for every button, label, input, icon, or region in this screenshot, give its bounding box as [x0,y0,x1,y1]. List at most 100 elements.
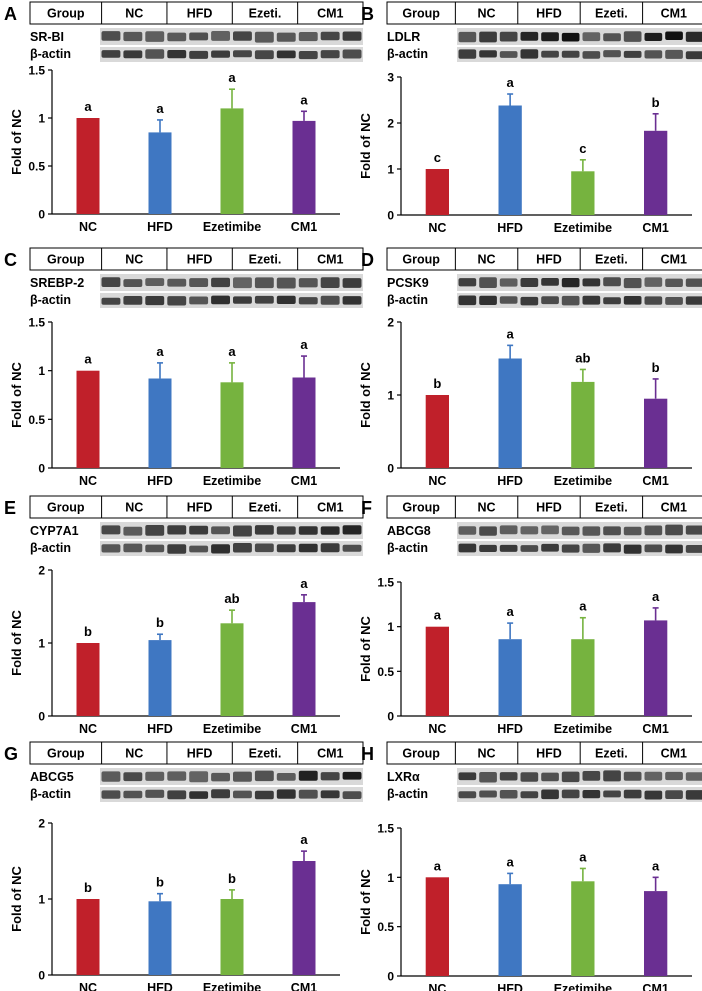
y-tick-label: 1 [38,364,45,378]
significance-letter: a [507,326,515,341]
actin-blot-band [458,791,477,799]
group-header-cell: Ezeti. [249,501,282,515]
significance-letter: a [507,854,515,869]
group-header-cell: CM1 [317,747,343,761]
group-header-table: Group NC HFD Ezeti. CM1 [386,495,702,519]
protein-label: ABCG5 [30,770,74,784]
protein-blot-background [100,28,363,45]
protein-blot-band [276,526,296,535]
bar-chart: 0 1 2 3 Fold of NC c NC a HFD c Ezetimibe b CM1 [358,71,692,235]
actin-blot-band [320,543,340,553]
y-tick-label: 1.5 [377,822,394,836]
significance-letter: c [579,141,586,156]
protein-blot-band [101,525,121,535]
y-tick-label: 0 [387,710,394,724]
protein-blot-band [623,278,642,289]
x-tick-label: CM1 [291,722,317,736]
bar-nc [76,118,100,214]
protein-blot-band [479,31,497,43]
protein-blot-band [623,31,642,42]
protein-blot-band [167,32,187,42]
protein-blot-band [167,525,187,535]
protein-blot-band [479,277,497,288]
protein-blot-band [458,31,477,43]
protein-label: ABCG8 [387,524,431,538]
bar-ezetimibe [220,899,244,975]
protein-blot-band [101,771,121,782]
x-tick-label: CM1 [291,981,317,991]
group-header-border [386,247,702,271]
y-tick-label: 3 [387,71,394,85]
actin-blot-band [665,49,683,59]
group-header-border [386,1,702,25]
actin-blot-band [665,544,683,554]
protein-blot-band [342,525,362,535]
panel-F: F Group NC HFD Ezeti. CM1 ABCG8 β-actin 0 0.5 1 1.5… [358,495,702,736]
significance-letter: ab [575,350,590,365]
actin-blot-band [499,296,518,304]
actin-blot-band [189,296,209,305]
actin-blot-band [582,790,601,799]
bar-nc [425,626,449,716]
bar-cm1 [644,891,668,976]
actin-label: β-actin [30,541,71,555]
bar-hfd [148,901,172,975]
y-tick-label: 1 [387,620,394,634]
x-tick-label: CM1 [291,474,317,488]
y-axis-label: Fold of NC [358,113,373,179]
actin-blot-band [603,543,621,553]
actin-blot-band [623,789,642,799]
protein-blot-band [644,277,663,287]
actin-blot-band [644,50,663,59]
actin-label: β-actin [387,787,428,801]
significance-letter: a [652,589,660,604]
actin-blot-band [685,296,702,305]
actin-blot-band [276,295,296,304]
actin-blot-band [320,50,340,59]
bar-cm1 [644,130,668,215]
actin-blot-background [100,541,363,556]
protein-blot-band [665,524,683,536]
protein-blot-background [100,768,363,785]
x-tick-label: NC [428,474,446,488]
actin-blot-band [298,789,318,799]
actin-blot-band [101,297,121,305]
protein-blot-band [665,278,683,287]
bar-ezetimibe [220,623,244,716]
actin-blot-band [561,544,580,553]
y-axis-label: Fold of NC [9,109,24,175]
group-header-table: Group NC HFD Ezeti. CM1 [29,495,364,519]
protein-blot-band [520,278,539,287]
actin-blot-band [561,50,580,58]
protein-blot-band [685,772,702,781]
group-header-cell: Ezeti. [595,253,628,267]
protein-blot-band [499,31,518,42]
protein-blot-band [254,277,274,289]
significance-letter: b [433,376,441,391]
group-header-border [386,741,702,765]
significance-letter: b [84,880,92,895]
actin-blot-band [479,544,497,552]
actin-blot-band [145,544,165,553]
x-tick-label: HFD [497,474,523,488]
x-tick-label: NC [79,220,97,234]
actin-blot-band [603,790,621,798]
bar-chart: 0 0.5 1 1.5 Fold of NC a NC a HFD a Ezetimibe a CM1 [9,316,340,488]
y-tick-label: 1 [38,112,45,126]
group-header-cell: CM1 [661,7,687,21]
group-header-border [29,495,364,519]
group-header-cell: HFD [536,501,562,515]
protein-blot-band [276,32,296,42]
protein-blot-band [665,771,683,781]
actin-blot-band [520,49,539,59]
significance-letter: a [579,599,587,614]
panel-label: F [361,498,372,518]
actin-blot-band [320,295,340,305]
protein-label: PCSK9 [387,276,429,290]
actin-blot-band [342,791,362,799]
group-header-table: Group NC HFD Ezeti. CM1 [29,1,364,25]
actin-label: β-actin [30,787,71,801]
actin-blot-band [623,296,642,305]
group-header-cell: HFD [536,7,562,21]
